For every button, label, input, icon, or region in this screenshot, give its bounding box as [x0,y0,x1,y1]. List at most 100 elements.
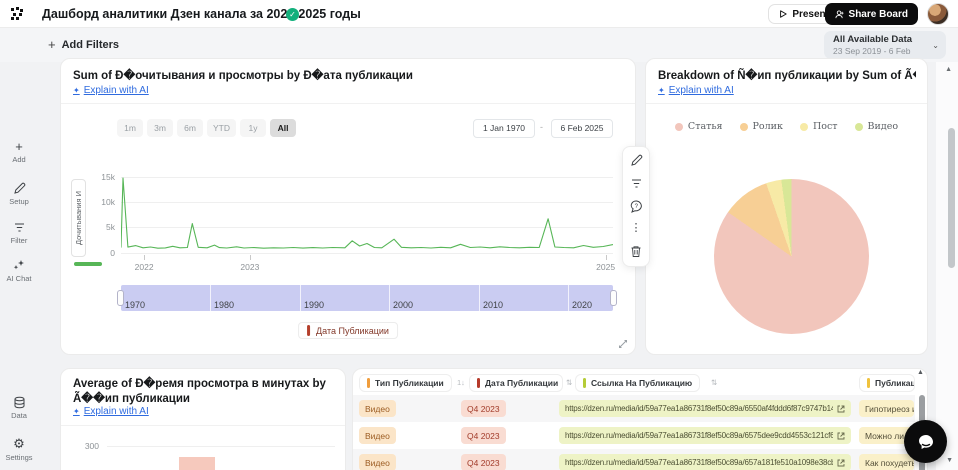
more-options-icon[interactable]: ⋮ [630,222,642,235]
legend-item[interactable]: Видео [854,121,898,132]
legend-item[interactable]: Пост [799,121,838,132]
column-header-url[interactable]: Ссылка На Публикацию [575,374,701,392]
top-bar: Дашборд аналитики Дзен канала за 2024-20… [0,0,958,28]
cell-date: Q4 2023 [461,427,506,444]
column-header-title[interactable]: Публикация [859,374,915,392]
timeline-separator [389,285,390,311]
range-button-all[interactable]: All [270,119,296,137]
y-tick: 10k [101,197,115,207]
sidebar-item-settings[interactable]: ⚙ Settings [0,438,38,462]
legend-marker [739,122,748,131]
column-accent [477,378,480,388]
sidebar-item-setup[interactable]: Setup [0,182,38,206]
sidebar-item-add[interactable]: + Add [0,140,38,164]
sidebar-item-data[interactable]: Data [0,396,38,420]
date-to-input[interactable]: 6 Feb 2025 [551,119,613,138]
sparkle-icon: ✦ [73,86,80,95]
range-button-3m[interactable]: 3m [147,119,173,137]
timeline-label: 2010 [483,300,504,310]
user-avatar[interactable] [927,3,949,25]
range-button-1y[interactable]: 1y [240,119,266,137]
external-link-icon [837,405,845,412]
external-link-icon [837,459,845,466]
divider [646,103,927,104]
delete-icon[interactable] [629,245,643,259]
timeline-brush[interactable]: 1970 1980 1990 2000 2010 2020 [121,285,613,311]
comment-icon[interactable]: ? [629,199,643,214]
x-tick-label: 2022 [134,262,154,272]
chat-widget-button[interactable] [904,420,947,463]
timeline-label: 1970 [125,300,146,310]
cell-date: Q4 2023 [461,454,506,470]
range-button-1m[interactable]: 1m [117,119,143,137]
range-button-6m[interactable]: 6m [177,119,203,137]
cell-url[interactable]: https://dzen.ru/media/id/59a77ea1a86731f… [559,454,851,470]
sort-icon[interactable]: ⇅ [711,378,718,387]
scroll-down-icon[interactable]: ▼ [946,457,953,464]
sort-indicator[interactable]: 1↓ [457,378,465,387]
page-title: Дашборд аналитики Дзен канала за 2024-20… [42,7,361,21]
column-accent [867,378,870,388]
plus-icon: + [15,139,23,154]
cell-url[interactable]: https://dzen.ru/media/id/59a77ea1a86731f… [559,400,851,417]
explain-with-ai-link[interactable]: ✦ Explain with AI [73,85,149,96]
table-row[interactable]: Видео Q4 2023 https://dzen.ru/media/id/5… [353,395,915,422]
y-axis-label: Дочитывания И Просмо... [71,179,86,257]
filter-icon [14,223,24,232]
legend-marker [799,122,808,131]
bar-0[interactable] [179,457,215,470]
cell-type: Видео [359,400,396,417]
timeline-label: 1990 [304,300,325,310]
table-scroll-up-icon[interactable]: ▲ [917,369,924,376]
scroll-up-icon[interactable]: ▲ [945,66,952,73]
widget-toolbar: ? ⋮ [622,146,650,267]
filter-icon[interactable] [629,177,643,191]
legend-item[interactable]: Ролик [739,121,783,132]
edit-icon[interactable] [629,154,643,168]
pie[interactable] [714,179,869,334]
cell-date: Q4 2023 [461,400,506,417]
resize-handle-icon[interactable] [618,339,628,349]
explain-with-ai-link[interactable]: ✦ Explain with AI [658,85,734,96]
divider [61,425,345,426]
column-header-date[interactable]: Дата Публикации [469,374,563,392]
column-header-type[interactable]: Тип Публикации [359,374,452,392]
timeline-label: 1980 [214,300,235,310]
chart-legend-item[interactable]: Дата Публикации [298,322,398,339]
sidebar-item-ai-chat[interactable]: AI Chat [0,259,38,283]
add-filters-button[interactable]: + Add Filters [48,37,120,52]
explain-with-ai-link[interactable]: ✦ Explain with AI [73,406,149,417]
y-tick: 5k [106,222,115,232]
app-logo-icon[interactable] [10,7,24,21]
sparkle-icon: ✦ [658,86,665,95]
date-from-input[interactable]: 1 Jan 1970 [473,119,535,138]
sidebar-item-filter[interactable]: Filter [0,221,38,245]
cell-title: Можно ли [859,427,914,444]
page-scrollbar-thumb[interactable] [948,128,955,268]
page-scrollbar-track [936,62,958,470]
legend-item[interactable]: Статья [674,121,723,132]
verified-badge-icon: ✓ [286,8,299,21]
cell-url[interactable]: https://dzen.ru/media/id/59a77ea1a86731f… [559,427,851,444]
line-chart-card: Sum of Ð�очитывания и просмотры by Ð�ата… [60,58,636,355]
timeline-label: 2020 [572,300,593,310]
date-range-selector[interactable]: All Available Data 23 Sep 2019 - 6 Feb 2… [824,31,946,66]
brush-handle-right[interactable] [610,290,617,306]
line-chart-plot [121,177,613,249]
range-button-ytd[interactable]: YTD [207,119,236,137]
table-row[interactable]: Видео Q4 2023 https://dzen.ru/media/id/5… [353,449,915,470]
brush-handle-left[interactable] [117,290,124,306]
timeline-separator [210,285,211,311]
chart-title: Breakdown of Ñ�ип публикации by Sum of Ã… [658,70,916,82]
filter-bar: + Add Filters All Available Data 23 Sep … [0,28,958,66]
gridline [121,202,613,203]
legend-marker [674,122,683,131]
cell-title: Гипотиреоз и г [859,400,914,417]
share-board-button[interactable]: Share Board [824,3,918,25]
y-tick: 15k [101,172,115,182]
bar-chart-card: Average of Ð�ремя просмотра в минутах by… [60,368,346,470]
table-row[interactable]: Видео Q4 2023 https://dzen.ru/media/id/5… [353,422,915,449]
chart-title: Average of Ð�ремя просмотра в минутах by… [73,378,326,405]
play-icon [780,10,787,18]
sort-icon[interactable]: ⇅ [566,378,573,387]
